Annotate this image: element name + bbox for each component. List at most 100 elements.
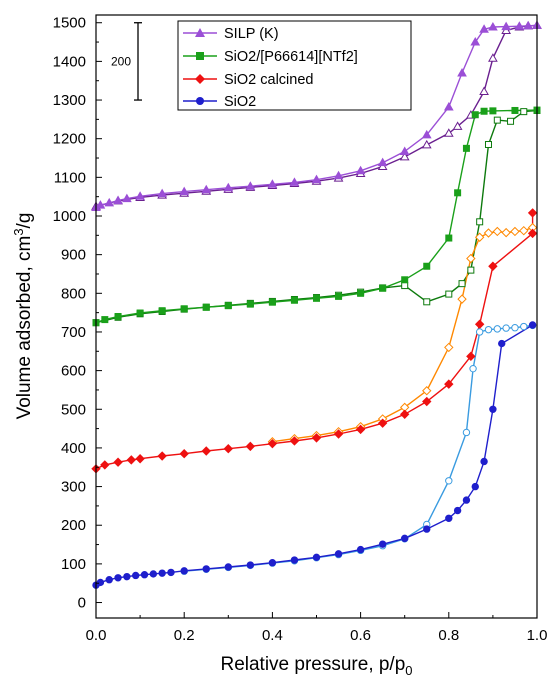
series-3-adsorption-point [114, 574, 122, 582]
series-1-adsorption-point [357, 289, 365, 297]
series-0-desorption-point [488, 53, 498, 62]
series-1-desorption-point [476, 218, 484, 226]
legend-marker-sio2-calcined [195, 74, 205, 84]
series-1-desorption-point [423, 298, 431, 306]
series-0-adsorption-point [113, 195, 123, 205]
series-0-desorption-point [421, 139, 432, 149]
series-2-adsorption-point [474, 319, 485, 329]
series-1-adsorption-point [114, 313, 122, 320]
series-3-adsorption-point [123, 572, 131, 581]
legend-entry-sio2: SiO2 [183, 94, 256, 110]
series-0-adsorption-point [245, 181, 256, 190]
y-tick-label: 1400 [53, 53, 86, 70]
series-2-desorption-point [474, 232, 485, 242]
series-0-adsorption-point [443, 101, 454, 111]
series-0-adsorption-point [135, 191, 145, 200]
series-3-desorption-point [484, 325, 493, 334]
series-1-desorption-point [507, 117, 515, 125]
series-2-desorption-point [501, 227, 511, 238]
series-1-adsorption-point [471, 111, 479, 119]
series-0-adsorption-point [523, 20, 534, 30]
series-2-adsorption-point [377, 418, 388, 428]
series-3-adsorption-point [498, 339, 506, 348]
y-tick-label: 1300 [53, 92, 86, 109]
scale-bar-label: 200 [111, 54, 131, 68]
series-3-adsorption-point [140, 571, 149, 579]
series-2-adsorption-point [179, 449, 189, 459]
series-2-desorption-point [457, 294, 467, 304]
series-0-adsorption-point [267, 179, 278, 188]
legend-entry-sio2-il: SiO2/[P66614][NTf2] [183, 49, 358, 65]
series-1-adsorption-point [180, 305, 188, 313]
y-tick-label: 1100 [54, 169, 86, 186]
series-1-adsorption-point [335, 292, 343, 300]
series-0-adsorption-point [157, 188, 168, 198]
legend-label-sio2-il: SiO2/[P66614][NTf2] [224, 49, 358, 65]
series-3-adsorption-point [480, 457, 488, 466]
series-0-adsorption-point [289, 177, 300, 186]
y-tick-label: 1000 [53, 208, 86, 225]
x-axis-title: Relative pressure, p/p0 [220, 654, 412, 678]
series-1-adsorption-point [313, 294, 320, 302]
y-tick-label: 800 [61, 285, 86, 302]
series-3-adsorption-point [423, 525, 431, 533]
series-3-adsorption-point [202, 565, 210, 573]
series-1-adsorption-point [423, 262, 431, 270]
x-tick-label: 0.6 [350, 627, 371, 644]
y-tick-label: 400 [61, 440, 86, 457]
series-1-adsorption-point [290, 296, 298, 304]
series-3-desorption-point [493, 325, 502, 333]
x-tick-label: 1.0 [527, 627, 548, 644]
series-0-adsorption-point [399, 146, 410, 155]
series-3-desorption-point [511, 324, 519, 332]
y-tick-label: 200 [61, 517, 86, 534]
series-1-desorption-point [445, 290, 453, 298]
series-2-adsorption-point [466, 351, 476, 362]
legend-marker-sio2-il [196, 52, 204, 60]
series-0-adsorption-point [501, 21, 511, 31]
y-axis: 0 100 200 300 400 500 600 700 800 900 1000 1100 1200… [53, 15, 102, 612]
series-0-adsorption-point [488, 21, 498, 31]
legend-entry-sio2-calcined: SiO2 calcined [183, 72, 313, 88]
x-tick-label: 0.4 [262, 627, 283, 644]
series-1-desorption-curve [95, 109, 538, 324]
y-tick-label: 300 [61, 479, 86, 496]
series-3-desorption-point [469, 364, 477, 373]
series-1-adsorption-point [224, 302, 232, 310]
series-1-desorption-point [458, 280, 466, 288]
series-2-adsorption-point [113, 457, 123, 467]
series-2-desorption-point [519, 225, 529, 236]
series-3-adsorption-point [489, 405, 497, 413]
legend: SILP (K) SiO2/[P66614][NTf2] SiO2 calcin… [177, 20, 412, 111]
series-3-adsorption-point [290, 556, 299, 564]
series-2-desorption-point [444, 342, 454, 353]
series-2-adsorption-point [527, 208, 538, 218]
series-1-desorption-point [467, 266, 475, 274]
series-2-desorption-point [422, 386, 432, 396]
series-0-adsorption-point [122, 193, 132, 203]
series-3-adsorption-point [471, 482, 479, 491]
series-0-adsorption-point [457, 67, 467, 77]
series-2-adsorption-point [126, 455, 136, 465]
series-3-adsorption-point [180, 567, 188, 575]
series-3-desorption-point [475, 328, 484, 336]
y-tick-label: 1500 [53, 15, 86, 32]
y-axis-title: Volume adsorbed, cm3/g [11, 213, 35, 420]
series-1-adsorption-point [462, 144, 470, 152]
series-1-adsorption-point [246, 300, 254, 308]
scale-bar: 200 [111, 22, 142, 101]
series-3-adsorption-point [378, 540, 387, 548]
series-0-adsorption-point [355, 165, 366, 175]
series-2-adsorption-point [355, 424, 366, 435]
series-2-adsorption-point [422, 396, 432, 407]
series-1-adsorption-curve [95, 109, 538, 324]
y-tick-label: 0 [78, 595, 86, 612]
legend-label-sio2: SiO2 [224, 94, 256, 110]
series-2-adsorption-point [157, 451, 167, 461]
series-1-adsorption-point [268, 298, 276, 306]
series-3-adsorption-point [105, 576, 113, 584]
markers-layer [91, 20, 542, 589]
series-2-adsorption-point [333, 429, 344, 439]
series-3-adsorption-point [167, 568, 175, 577]
